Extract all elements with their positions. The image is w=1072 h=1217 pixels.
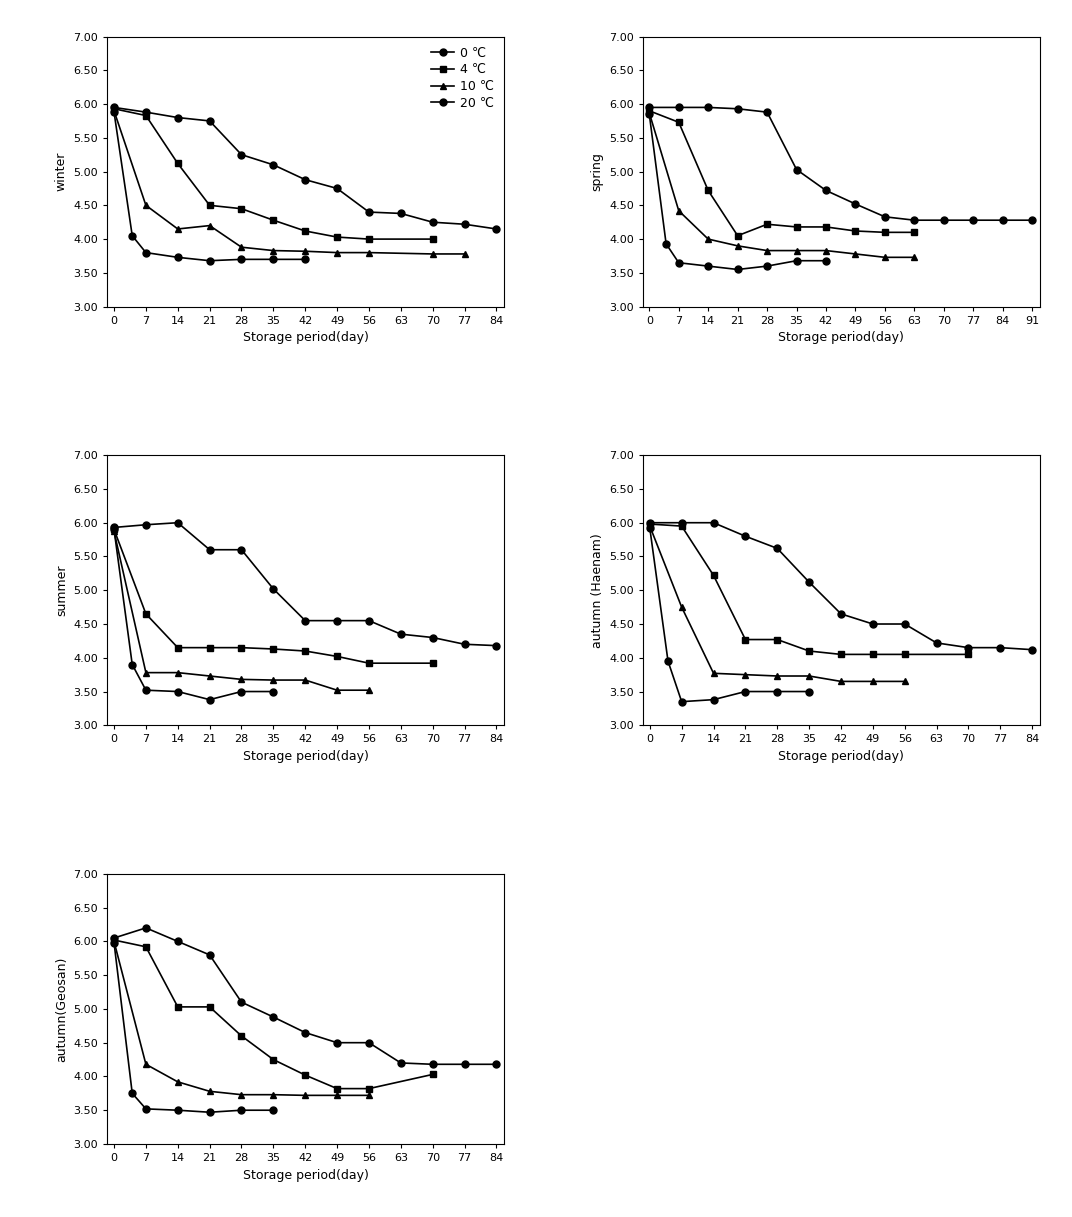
X-axis label: Storage period(day): Storage period(day) [778,331,905,344]
Y-axis label: autumn (Haenam): autumn (Haenam) [591,533,604,647]
X-axis label: Storage period(day): Storage period(day) [242,1168,369,1182]
X-axis label: Storage period(day): Storage period(day) [242,331,369,344]
Legend: 0 ℃, 4 ℃, 10 ℃, 20 ℃: 0 ℃, 4 ℃, 10 ℃, 20 ℃ [428,43,497,113]
X-axis label: Storage period(day): Storage period(day) [242,750,369,763]
X-axis label: Storage period(day): Storage period(day) [778,750,905,763]
Y-axis label: spring: spring [591,152,604,191]
Y-axis label: autumn(Geosan): autumn(Geosan) [55,957,68,1061]
Y-axis label: summer: summer [55,565,68,616]
Y-axis label: winter: winter [55,152,68,191]
